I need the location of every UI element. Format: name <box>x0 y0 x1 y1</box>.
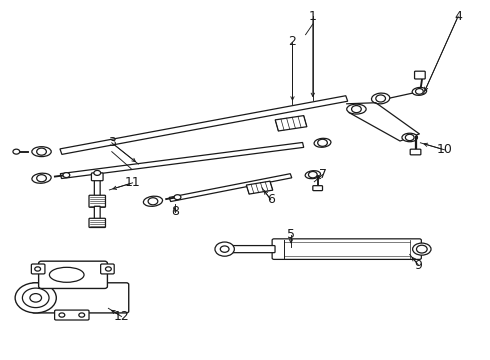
Circle shape <box>416 89 423 94</box>
Text: 8: 8 <box>171 206 179 219</box>
Text: 4: 4 <box>454 10 462 23</box>
Circle shape <box>30 294 42 302</box>
Text: 3: 3 <box>108 136 116 149</box>
FancyBboxPatch shape <box>54 310 89 320</box>
Text: 2: 2 <box>289 35 296 48</box>
Circle shape <box>220 246 229 252</box>
Circle shape <box>59 313 65 317</box>
Ellipse shape <box>144 196 163 206</box>
Circle shape <box>148 198 158 205</box>
Circle shape <box>215 242 234 256</box>
Ellipse shape <box>49 267 84 282</box>
FancyBboxPatch shape <box>95 180 100 196</box>
Circle shape <box>416 245 427 253</box>
Circle shape <box>63 172 70 177</box>
Circle shape <box>309 171 317 178</box>
FancyBboxPatch shape <box>89 195 105 207</box>
Text: 1: 1 <box>309 10 317 23</box>
Circle shape <box>405 134 414 141</box>
Ellipse shape <box>32 173 51 183</box>
Ellipse shape <box>305 171 320 179</box>
Text: 12: 12 <box>114 310 129 323</box>
Circle shape <box>37 148 47 155</box>
Circle shape <box>37 175 47 182</box>
Text: 9: 9 <box>415 258 422 271</box>
FancyBboxPatch shape <box>92 173 103 181</box>
FancyBboxPatch shape <box>313 186 322 191</box>
Text: 10: 10 <box>437 143 453 156</box>
Text: 11: 11 <box>125 176 141 189</box>
Bar <box>60 96 348 154</box>
Ellipse shape <box>413 243 431 255</box>
FancyBboxPatch shape <box>39 261 107 288</box>
Circle shape <box>13 149 20 154</box>
FancyBboxPatch shape <box>415 71 425 79</box>
FancyBboxPatch shape <box>410 149 421 155</box>
Ellipse shape <box>402 133 417 142</box>
FancyBboxPatch shape <box>89 218 105 228</box>
Ellipse shape <box>412 87 427 95</box>
Bar <box>169 174 292 202</box>
Ellipse shape <box>347 104 366 114</box>
Ellipse shape <box>371 93 390 104</box>
Circle shape <box>352 105 361 113</box>
FancyBboxPatch shape <box>229 246 275 253</box>
Bar <box>275 116 307 131</box>
Circle shape <box>23 288 49 307</box>
Circle shape <box>376 95 386 102</box>
FancyBboxPatch shape <box>32 283 129 313</box>
Circle shape <box>318 139 327 146</box>
FancyBboxPatch shape <box>31 264 45 274</box>
FancyBboxPatch shape <box>95 206 100 219</box>
FancyBboxPatch shape <box>100 264 114 274</box>
Polygon shape <box>347 103 419 141</box>
Text: 5: 5 <box>287 229 295 242</box>
Bar <box>246 181 273 194</box>
Circle shape <box>174 195 181 200</box>
Ellipse shape <box>314 138 331 147</box>
Circle shape <box>35 267 41 271</box>
Text: 7: 7 <box>318 168 326 181</box>
Circle shape <box>94 170 100 175</box>
Ellipse shape <box>32 147 51 157</box>
Text: 6: 6 <box>267 193 274 206</box>
FancyBboxPatch shape <box>272 239 421 260</box>
Circle shape <box>79 313 85 317</box>
Bar <box>60 143 304 179</box>
Circle shape <box>15 283 56 313</box>
Circle shape <box>105 267 111 271</box>
